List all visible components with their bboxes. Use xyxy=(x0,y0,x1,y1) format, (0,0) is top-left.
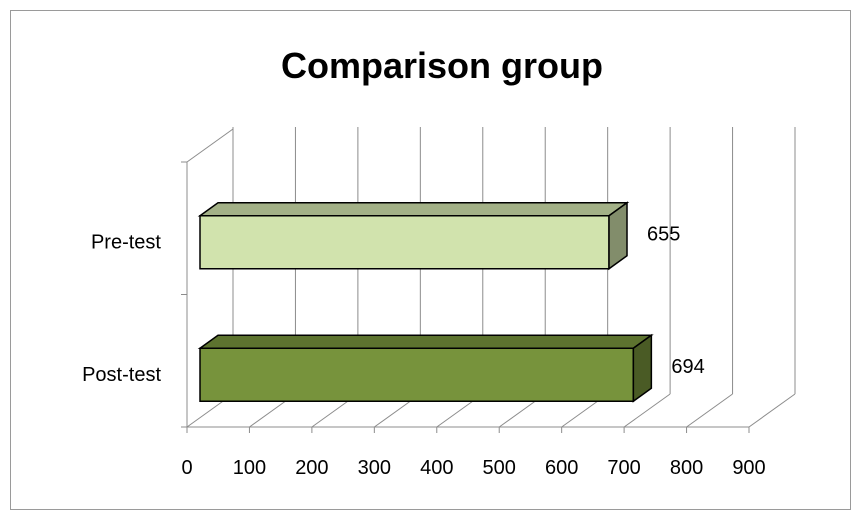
x-tick-label: 500 xyxy=(483,457,516,479)
x-tick-label: 700 xyxy=(607,457,640,479)
x-tick-label: 200 xyxy=(295,457,328,479)
bars xyxy=(197,201,654,403)
bar-front xyxy=(199,215,610,270)
data-label: 655 xyxy=(647,223,680,245)
gridline-floor xyxy=(748,393,796,428)
labels: 0 100 200 300 400 500 600 700 800 900 Pre-test 655 P… xyxy=(82,223,766,479)
x-tick-label: 400 xyxy=(420,457,453,479)
side-wall-top xyxy=(186,128,234,163)
axes xyxy=(181,161,750,433)
category-label: Post-test xyxy=(82,364,161,386)
category-label: Pre-test xyxy=(91,231,161,253)
x-tick-label: 800 xyxy=(670,457,703,479)
x-tick-label: 300 xyxy=(358,457,391,479)
gridline-floor xyxy=(686,393,733,428)
bar-top xyxy=(197,202,630,217)
x-tick-label: 0 xyxy=(181,457,192,479)
bar-front xyxy=(199,347,635,402)
x-tick-label: 900 xyxy=(732,457,765,479)
data-label: 694 xyxy=(671,356,704,378)
x-tick-label: 100 xyxy=(233,457,266,479)
chart-title: Comparison group xyxy=(281,45,603,86)
bar-top xyxy=(197,334,654,349)
bar-side xyxy=(608,201,628,271)
bar-side xyxy=(632,333,653,403)
x-tick-label: 600 xyxy=(545,457,578,479)
gridline-floor xyxy=(623,393,671,428)
